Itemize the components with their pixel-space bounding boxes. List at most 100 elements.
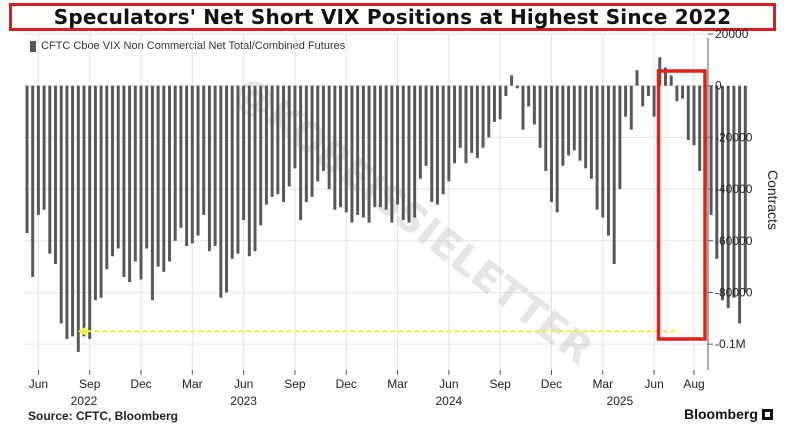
bar <box>646 85 650 97</box>
comparison-arrow-head <box>77 326 87 337</box>
bar <box>111 85 114 257</box>
bar <box>54 85 57 265</box>
bar <box>150 85 154 301</box>
x-tick-label: Sep <box>79 377 101 391</box>
bar <box>173 85 177 241</box>
bar <box>93 85 97 301</box>
bar <box>156 85 160 267</box>
bar <box>578 85 582 161</box>
bar <box>122 85 126 277</box>
bar <box>475 85 479 159</box>
bar <box>145 85 149 249</box>
bar <box>510 75 514 86</box>
bar <box>65 85 69 339</box>
y-tick-label: -60000 <box>715 234 753 248</box>
bar <box>270 85 274 197</box>
bar <box>635 70 639 86</box>
bar <box>544 85 548 171</box>
bar <box>561 85 565 166</box>
bar <box>584 85 588 169</box>
bar <box>384 85 388 210</box>
bar <box>732 85 736 298</box>
x-year-label: 2024 <box>436 394 463 408</box>
bar <box>99 85 103 298</box>
highlight-box <box>656 69 707 341</box>
bar <box>709 85 713 215</box>
bar <box>715 85 719 259</box>
x-tick-label: Sep <box>489 377 511 391</box>
bar <box>196 85 200 236</box>
bar <box>624 85 628 117</box>
x-tick-label: Sep <box>284 377 306 391</box>
bar <box>407 85 411 223</box>
bar <box>550 85 553 202</box>
bar <box>698 85 702 171</box>
bar <box>601 85 605 218</box>
x-tick-label: Mar <box>592 377 613 391</box>
y-axis-label: Contracts <box>765 170 781 230</box>
bar <box>521 85 525 130</box>
bar <box>213 85 217 246</box>
bar <box>721 85 724 301</box>
bar <box>350 85 354 223</box>
bar <box>293 85 297 169</box>
title-box: Speculators' Net Short VIX Positions at … <box>9 3 776 31</box>
bar <box>168 85 171 262</box>
x-tick-label: Aug <box>683 377 704 391</box>
bar <box>225 85 229 293</box>
bar <box>413 85 417 218</box>
bar <box>378 85 382 208</box>
bar <box>162 85 166 272</box>
bar <box>458 85 462 148</box>
bar <box>470 85 474 153</box>
bar <box>264 85 268 205</box>
bar <box>527 85 531 107</box>
bar <box>310 85 314 197</box>
bar <box>686 85 690 140</box>
bar <box>31 85 35 277</box>
x-year-label: 2023 <box>230 394 257 408</box>
bar <box>333 85 337 210</box>
y-tick-label: 0 <box>715 79 722 93</box>
bar <box>253 85 257 252</box>
bar <box>396 85 400 205</box>
x-tick-label: Mar <box>387 377 408 391</box>
bar <box>287 85 291 187</box>
y-tick-label: -40000 <box>715 182 753 196</box>
bar <box>202 85 206 215</box>
overlay-layer <box>77 69 707 341</box>
bar <box>219 85 223 298</box>
brand-logo: Bloomberg <box>684 406 773 422</box>
bar <box>236 85 240 254</box>
bar <box>71 85 75 337</box>
bar <box>504 85 508 97</box>
bar <box>299 85 303 221</box>
legend-label: CFTC Cboe VIX Non Commercial Net Total/C… <box>41 40 346 52</box>
bar <box>498 85 502 120</box>
bar <box>681 85 685 99</box>
y-tick-label: -0.1M <box>715 337 746 351</box>
bar <box>492 85 496 122</box>
y-tick-label: -80000 <box>715 285 753 299</box>
bar <box>401 85 405 221</box>
y-tick-label: 20000 <box>715 27 749 41</box>
bar <box>390 85 394 223</box>
bar <box>555 85 559 213</box>
bar <box>179 85 183 228</box>
bar <box>356 85 360 215</box>
bar <box>652 85 656 117</box>
bar <box>738 85 742 324</box>
x-tick-label: Jun <box>29 377 48 391</box>
y-tick-label: -20000 <box>715 130 753 144</box>
bar <box>48 85 52 254</box>
bar-layer <box>25 57 747 352</box>
x-tick-label: Dec <box>130 377 151 391</box>
bar <box>726 85 730 308</box>
bar <box>36 85 40 215</box>
bar <box>418 85 422 179</box>
bar <box>242 85 246 221</box>
x-tick-label: Jun <box>234 377 253 391</box>
bar <box>88 85 92 339</box>
bar <box>618 85 622 190</box>
bar <box>607 85 610 236</box>
